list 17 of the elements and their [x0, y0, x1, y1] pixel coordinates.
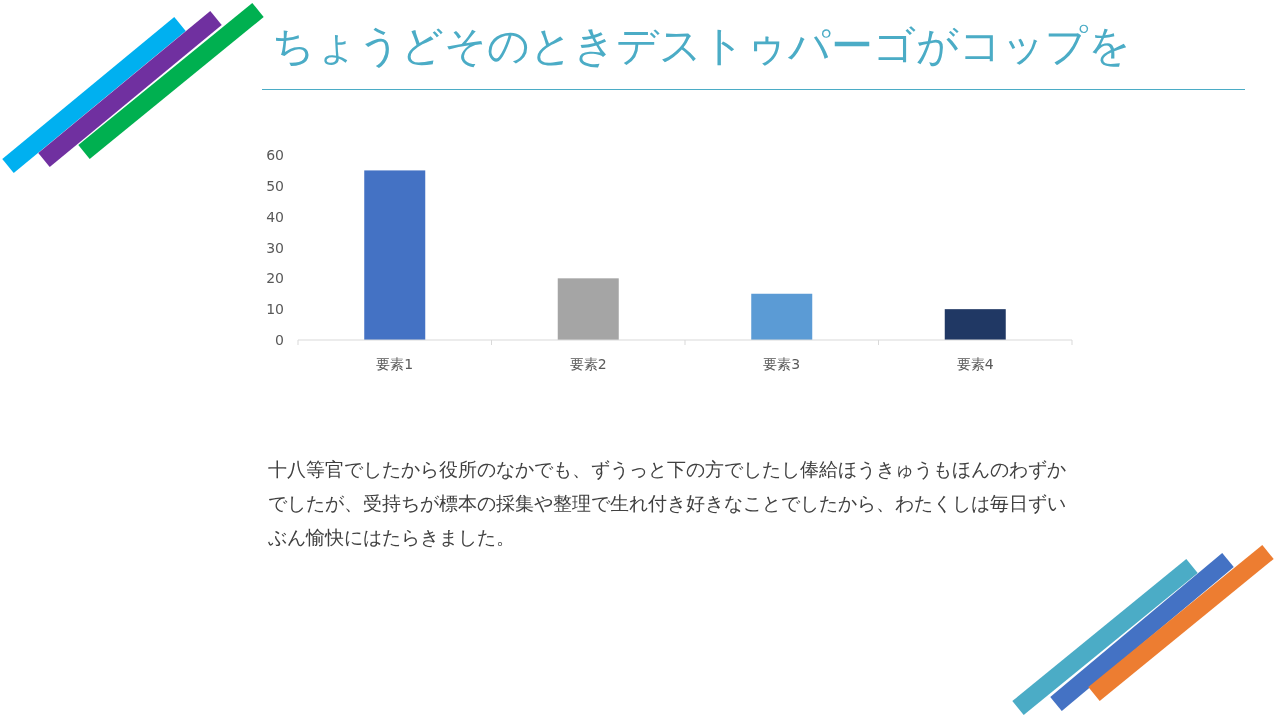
x-tick-label: 要素4: [956, 356, 994, 372]
y-tick-label: 10: [266, 301, 284, 318]
y-tick-label: 30: [266, 239, 284, 256]
x-tick-label: 要素1: [376, 356, 414, 372]
x-tick-label: 要素2: [569, 356, 607, 372]
y-tick-label: 40: [266, 208, 284, 225]
y-tick-label: 50: [266, 177, 284, 194]
bar: [944, 309, 1006, 340]
x-tick-label: 要素3: [763, 356, 801, 372]
y-tick-label: 60: [266, 147, 284, 163]
bar: [364, 170, 426, 340]
y-tick-label: 20: [266, 270, 284, 287]
bar: [751, 293, 813, 340]
text: 十八等官でしたから役所のなかでも、ずうっと下の方でしたし俸給ほうきゅうもほんのわずかでしたが、受持ちが標本の採集や整理で生れ付き好きなことでしたから、わたくしは毎日ずいぶん愉快にはたらきました。: [268, 457, 1067, 550]
chart-title: ちょうどそのときデストゥパーゴがコップを: [272, 20, 1131, 72]
y-tick-label: 0: [275, 332, 284, 348]
bar: [557, 278, 619, 340]
